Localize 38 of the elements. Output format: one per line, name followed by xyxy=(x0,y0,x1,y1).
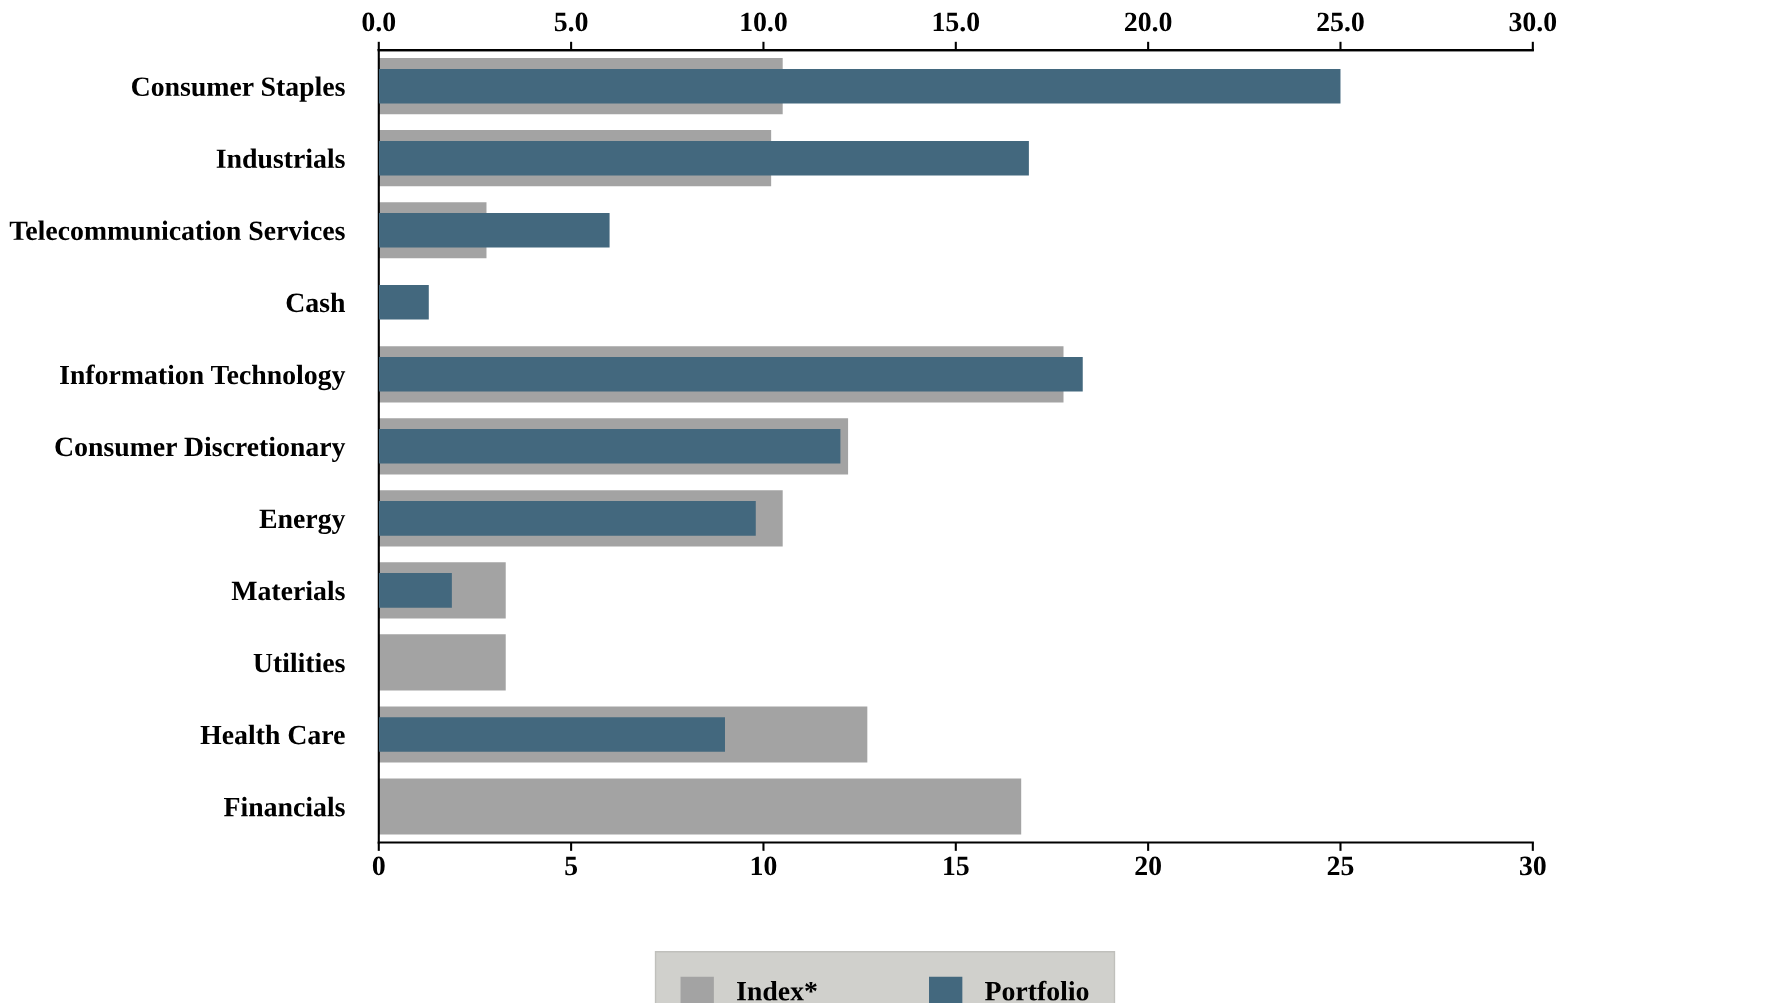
legend-label: Portfolio xyxy=(985,980,1089,1001)
y-tick-label: Consumer Staples xyxy=(132,76,345,102)
legend-label: Index* xyxy=(737,981,817,1001)
bar xyxy=(378,634,506,691)
y-tick-label: Industrials xyxy=(216,148,345,169)
y-tick-label: Energy xyxy=(259,509,346,535)
bar xyxy=(378,778,1022,835)
x-tick-label: 20 xyxy=(1135,856,1161,876)
y-tick-label: Cash xyxy=(286,292,346,313)
y-tick-label: Information Technology xyxy=(60,364,346,391)
bar xyxy=(378,573,452,608)
y-tick-label: Financials xyxy=(223,796,345,817)
bar xyxy=(378,212,610,248)
x2-tick-label: 25.0 xyxy=(1317,12,1364,32)
x-tick-label: 30 xyxy=(1519,856,1546,876)
y-tick-label: Telecommunication Services xyxy=(9,220,345,241)
y-tick-label: Consumer Discretionary xyxy=(55,436,346,462)
bar xyxy=(378,429,841,464)
x-tick-label: 15 xyxy=(944,856,969,876)
x-tick-label: 5 xyxy=(565,856,578,876)
bar xyxy=(378,140,1029,176)
bar xyxy=(378,357,1083,392)
y-tick-label: Health Care xyxy=(200,724,345,745)
x-tick-label: 25 xyxy=(1327,856,1354,876)
y-tick-label: Utilities xyxy=(253,652,345,673)
y-tick-label: Materials xyxy=(231,580,345,601)
bar xyxy=(378,717,725,752)
x2-tick-label: 30.0 xyxy=(1509,12,1557,32)
x2-tick-label: 10.0 xyxy=(741,12,787,32)
x2-tick-label: 20.0 xyxy=(1125,12,1172,32)
bar xyxy=(378,501,756,536)
x-tick-label: 0 xyxy=(372,856,385,876)
bar xyxy=(378,284,429,320)
bar xyxy=(378,68,1341,104)
x2-tick-label: 5.0 xyxy=(554,12,588,32)
x2-tick-label: 0.0 xyxy=(362,12,396,32)
x-tick-label: 10 xyxy=(751,856,777,876)
x2-tick-label: 15.0 xyxy=(933,12,980,32)
